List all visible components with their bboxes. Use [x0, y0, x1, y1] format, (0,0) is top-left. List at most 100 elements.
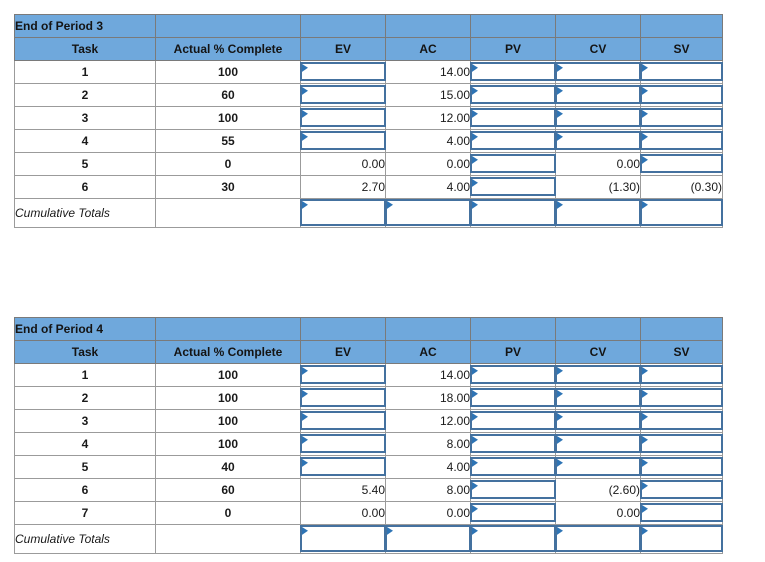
- ev-input-cell[interactable]: [300, 386, 386, 410]
- pv-input-cell[interactable]: [470, 363, 556, 387]
- sv-input-cell[interactable]: [640, 432, 723, 456]
- cv-input-cell[interactable]: [555, 455, 641, 479]
- cv-input-box[interactable]: [555, 108, 641, 127]
- pv-input-box[interactable]: [470, 411, 556, 430]
- cv-input-cell[interactable]: [555, 524, 641, 554]
- pv-input-box[interactable]: [470, 154, 556, 173]
- sv-input-cell[interactable]: [640, 501, 723, 525]
- ev-input-box[interactable]: [300, 108, 386, 127]
- cv-input-box[interactable]: [555, 85, 641, 104]
- ac-input-cell[interactable]: [385, 524, 471, 554]
- cv-input-cell[interactable]: [555, 129, 641, 153]
- cv-input-box[interactable]: [555, 411, 641, 430]
- sv-input-box[interactable]: [640, 62, 723, 81]
- ev-input-box[interactable]: [300, 434, 386, 453]
- pv-input-box[interactable]: [470, 108, 556, 127]
- pv-input-box[interactable]: [470, 85, 556, 104]
- pv-input-cell[interactable]: [470, 129, 556, 153]
- cv-input-box[interactable]: [555, 62, 641, 81]
- cv-input-cell[interactable]: [555, 363, 641, 387]
- sv-input-cell[interactable]: [640, 524, 723, 554]
- pv-input-cell[interactable]: [470, 386, 556, 410]
- cv-input-cell[interactable]: [555, 83, 641, 107]
- cv-input-box[interactable]: [555, 365, 641, 384]
- ev-input-box[interactable]: [300, 131, 386, 150]
- pv-input-box[interactable]: [470, 365, 556, 384]
- pv-input-cell[interactable]: [470, 60, 556, 84]
- ev-input-box[interactable]: [300, 411, 386, 430]
- pv-input-cell[interactable]: [470, 524, 556, 554]
- pv-input-box[interactable]: [470, 388, 556, 407]
- cv-input-cell[interactable]: [555, 106, 641, 130]
- cv-input-cell[interactable]: [555, 198, 641, 228]
- sv-input-box[interactable]: [640, 388, 723, 407]
- ev-input-box[interactable]: [300, 388, 386, 407]
- sv-input-box[interactable]: [640, 108, 723, 127]
- pv-input-cell[interactable]: [470, 409, 556, 433]
- ac-input-box[interactable]: [385, 199, 471, 226]
- ev-input-box[interactable]: [300, 199, 386, 226]
- cv-input-box[interactable]: [555, 525, 641, 552]
- ac-input-cell[interactable]: [385, 198, 471, 228]
- pv-input-box[interactable]: [470, 62, 556, 81]
- sv-input-box[interactable]: [640, 154, 723, 173]
- pv-input-box[interactable]: [470, 480, 556, 499]
- ev-input-box[interactable]: [300, 525, 386, 552]
- pv-input-box[interactable]: [470, 457, 556, 476]
- cv-input-cell[interactable]: [555, 409, 641, 433]
- ev-input-cell[interactable]: [300, 409, 386, 433]
- sv-input-cell[interactable]: [640, 152, 723, 176]
- ev-input-box[interactable]: [300, 365, 386, 384]
- ev-input-cell[interactable]: [300, 455, 386, 479]
- pv-input-cell[interactable]: [470, 432, 556, 456]
- pv-input-box[interactable]: [470, 131, 556, 150]
- sv-input-cell[interactable]: [640, 198, 723, 228]
- ev-input-box[interactable]: [300, 85, 386, 104]
- cv-input-box[interactable]: [555, 131, 641, 150]
- ev-input-cell[interactable]: [300, 60, 386, 84]
- pv-input-cell[interactable]: [470, 152, 556, 176]
- sv-input-box[interactable]: [640, 199, 723, 226]
- pv-input-cell[interactable]: [470, 455, 556, 479]
- cv-input-box[interactable]: [555, 388, 641, 407]
- pv-input-cell[interactable]: [470, 83, 556, 107]
- sv-input-box[interactable]: [640, 480, 723, 499]
- pv-input-cell[interactable]: [470, 501, 556, 525]
- pv-input-box[interactable]: [470, 177, 556, 196]
- pv-input-cell[interactable]: [470, 478, 556, 502]
- cv-input-box[interactable]: [555, 457, 641, 476]
- cv-input-cell[interactable]: [555, 432, 641, 456]
- ev-input-cell[interactable]: [300, 129, 386, 153]
- sv-input-box[interactable]: [640, 503, 723, 522]
- sv-input-cell[interactable]: [640, 363, 723, 387]
- ev-input-cell[interactable]: [300, 432, 386, 456]
- ev-input-cell[interactable]: [300, 83, 386, 107]
- sv-input-box[interactable]: [640, 434, 723, 453]
- sv-input-cell[interactable]: [640, 409, 723, 433]
- sv-input-box[interactable]: [640, 365, 723, 384]
- pv-input-box[interactable]: [470, 503, 556, 522]
- ev-input-cell[interactable]: [300, 106, 386, 130]
- sv-input-cell[interactable]: [640, 478, 723, 502]
- sv-input-box[interactable]: [640, 457, 723, 476]
- cv-input-box[interactable]: [555, 199, 641, 226]
- ev-input-cell[interactable]: [300, 198, 386, 228]
- sv-input-cell[interactable]: [640, 386, 723, 410]
- sv-input-box[interactable]: [640, 85, 723, 104]
- sv-input-box[interactable]: [640, 131, 723, 150]
- sv-input-cell[interactable]: [640, 129, 723, 153]
- pv-input-cell[interactable]: [470, 198, 556, 228]
- ev-input-box[interactable]: [300, 457, 386, 476]
- ac-input-box[interactable]: [385, 525, 471, 552]
- pv-input-cell[interactable]: [470, 175, 556, 199]
- ev-input-cell[interactable]: [300, 524, 386, 554]
- sv-input-box[interactable]: [640, 411, 723, 430]
- sv-input-box[interactable]: [640, 525, 723, 552]
- pv-input-box[interactable]: [470, 199, 556, 226]
- pv-input-box[interactable]: [470, 434, 556, 453]
- sv-input-cell[interactable]: [640, 455, 723, 479]
- cv-input-cell[interactable]: [555, 60, 641, 84]
- ev-input-cell[interactable]: [300, 363, 386, 387]
- pv-input-cell[interactable]: [470, 106, 556, 130]
- sv-input-cell[interactable]: [640, 106, 723, 130]
